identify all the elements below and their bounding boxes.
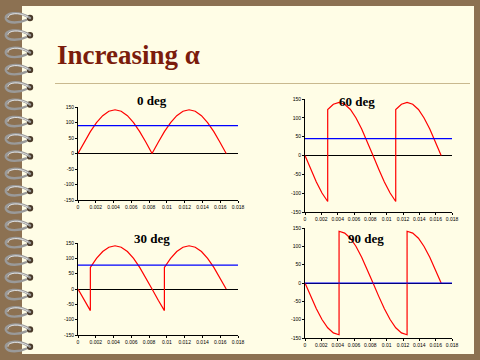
svg-text:-100: -100	[64, 316, 74, 322]
svg-text:-100: -100	[291, 190, 301, 196]
svg-text:0.002: 0.002	[315, 342, 328, 348]
svg-text:100: 100	[293, 115, 302, 121]
svg-text:0.01: 0.01	[162, 339, 172, 345]
svg-text:0: 0	[77, 339, 80, 345]
svg-text:0.012: 0.012	[397, 216, 410, 222]
svg-text:-50: -50	[67, 166, 74, 172]
svg-text:0.01: 0.01	[382, 342, 392, 348]
svg-text:0.014: 0.014	[196, 204, 209, 210]
svg-text:0.018: 0.018	[446, 342, 459, 348]
svg-text:90 deg: 90 deg	[348, 231, 384, 246]
svg-text:0.016: 0.016	[429, 342, 442, 348]
svg-text:0.014: 0.014	[196, 339, 209, 345]
svg-text:0: 0	[71, 286, 74, 292]
svg-text:50: 50	[68, 135, 74, 141]
svg-text:0.018: 0.018	[446, 216, 459, 222]
svg-text:150: 150	[66, 104, 75, 110]
svg-text:0.006: 0.006	[125, 339, 138, 345]
svg-text:0: 0	[298, 280, 301, 286]
svg-text:0.018: 0.018	[232, 339, 245, 345]
svg-text:0.004: 0.004	[107, 339, 120, 345]
svg-text:0.012: 0.012	[178, 204, 191, 210]
svg-text:-100: -100	[291, 316, 301, 322]
svg-text:-50: -50	[294, 171, 301, 177]
svg-text:0.004: 0.004	[107, 204, 120, 210]
svg-text:60 deg: 60 deg	[339, 94, 375, 109]
svg-text:0 deg: 0 deg	[137, 93, 167, 108]
svg-text:0.014: 0.014	[413, 216, 426, 222]
svg-text:0.012: 0.012	[397, 342, 410, 348]
svg-text:0.01: 0.01	[162, 204, 172, 210]
svg-text:0.006: 0.006	[125, 204, 138, 210]
svg-text:0.008: 0.008	[143, 339, 156, 345]
svg-text:150: 150	[293, 96, 302, 102]
svg-text:30 deg: 30 deg	[134, 231, 170, 246]
svg-text:Increasing α: Increasing α	[57, 40, 200, 70]
svg-text:-100: -100	[64, 181, 74, 187]
svg-text:0.016: 0.016	[429, 216, 442, 222]
svg-text:-150: -150	[64, 197, 74, 203]
svg-text:0.004: 0.004	[331, 342, 344, 348]
svg-text:0.002: 0.002	[315, 216, 328, 222]
svg-text:0.008: 0.008	[364, 342, 377, 348]
svg-text:-50: -50	[67, 301, 74, 307]
svg-text:0.016: 0.016	[214, 339, 227, 345]
svg-text:0.014: 0.014	[413, 342, 426, 348]
svg-text:0: 0	[298, 152, 301, 158]
svg-text:0.008: 0.008	[143, 204, 156, 210]
svg-text:0: 0	[304, 216, 307, 222]
svg-text:150: 150	[293, 225, 302, 231]
svg-text:0: 0	[304, 342, 307, 348]
svg-text:0.018: 0.018	[232, 204, 245, 210]
svg-text:50: 50	[68, 270, 74, 276]
svg-text:0.002: 0.002	[90, 339, 103, 345]
svg-text:0.012: 0.012	[178, 339, 191, 345]
svg-text:0.004: 0.004	[331, 216, 344, 222]
svg-text:100: 100	[293, 243, 302, 249]
svg-text:-150: -150	[291, 335, 301, 341]
svg-text:0.002: 0.002	[90, 204, 103, 210]
svg-text:50: 50	[295, 133, 301, 139]
svg-text:100: 100	[66, 255, 75, 261]
svg-text:0: 0	[77, 204, 80, 210]
svg-text:0: 0	[71, 150, 74, 156]
svg-text:0.006: 0.006	[348, 216, 361, 222]
svg-text:-150: -150	[64, 332, 74, 338]
svg-text:50: 50	[295, 261, 301, 267]
svg-text:100: 100	[66, 119, 75, 125]
svg-text:150: 150	[66, 240, 75, 246]
svg-text:-50: -50	[294, 298, 301, 304]
svg-text:0.01: 0.01	[382, 216, 392, 222]
svg-text:0.008: 0.008	[364, 216, 377, 222]
svg-text:0.006: 0.006	[348, 342, 361, 348]
svg-text:0.016: 0.016	[214, 204, 227, 210]
svg-text:-150: -150	[291, 209, 301, 215]
